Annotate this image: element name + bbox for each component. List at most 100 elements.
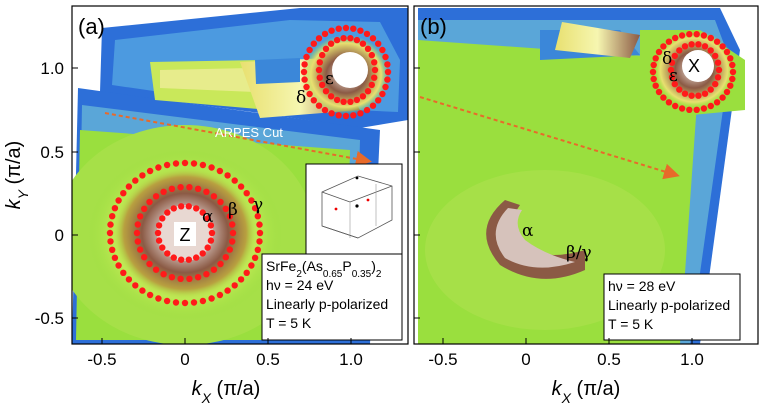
fermi-dot [111,205,119,212]
fermi-dot [155,222,163,229]
fermi-dot [237,276,245,283]
fermi-dot [686,31,693,38]
fermi-dot [321,106,329,114]
fermi-dot [203,271,210,278]
fermi-dot [712,52,719,60]
fermi-dot [254,246,261,253]
y-tick-label: 0.5 [40,143,64,162]
fermi-dot [727,82,734,89]
fermi-dot [713,99,721,106]
fermi-dot [335,25,342,32]
fermi-dot [333,96,341,104]
fermi-dot [172,299,180,306]
fermi-dot [729,68,737,76]
epsilon-label-b: ε [669,66,678,86]
fermi-dot [170,205,177,212]
fermi-dot [107,238,114,245]
fermi-dot [111,254,119,261]
panel-a-letter: (a) [78,14,105,39]
fermi-dot [665,38,673,45]
fermi-dot [109,213,116,220]
fermi-dot [650,61,657,69]
fermi-dot [379,90,386,98]
fermi-dot [359,93,367,100]
fermi-dot [164,209,171,216]
fermi-dot [217,260,224,268]
fermi-dot [707,47,714,54]
fermi-dot [719,94,726,101]
fermi-dot [357,110,364,117]
fermi-dot [186,184,193,191]
fermi-dot [327,40,335,47]
fermi-dot [178,256,185,263]
fermi-dot [256,221,263,228]
beta-label-a: β [228,200,238,220]
fermi-dot [251,205,259,212]
fermi-dot [652,82,659,89]
fermi-dot [382,53,389,61]
delta-label-b: δ [662,49,672,69]
fermi-dot [650,75,657,83]
fermi-dot [208,164,215,171]
fermi-dot [301,76,308,83]
fermi-dot [671,52,678,60]
fermi-dot [134,238,141,245]
fermi-dot [333,36,341,44]
fermi-dot [224,287,231,294]
y-tick-label: 1.0 [40,59,64,78]
fermi-dot [688,92,695,99]
compound-formula: SrFe2(As0.65P0.35)2 [266,258,382,280]
fermi-dot [146,291,154,299]
fermi-dot [676,47,683,54]
fermi-dot [655,48,663,56]
fermi-dot [316,59,323,66]
arpes-cut-arrow [104,112,372,167]
fermi-dot [335,112,342,119]
fermi-dot [141,254,148,261]
fermi-dot [154,229,162,237]
fermi-dot [667,66,675,74]
fermi-dot [671,80,678,88]
fermi-dot [371,74,378,81]
fermi-dot [340,35,347,42]
x-tick-label: 1.0 [680,350,704,369]
fermi-dot [719,43,726,50]
polarization-a: Linearly p-polarized [266,296,388,312]
fermi-dot [172,160,180,167]
fermi-dot [226,213,233,220]
photon-energy-a: hν = 24 eV [266,277,334,293]
fermi-dot [199,297,207,305]
fermi-dot [155,295,162,302]
fermi-dot [371,66,379,74]
fermi-dot [695,92,702,99]
fermi-dot [204,215,211,222]
fermi-dot [315,66,323,74]
fermi-dot [177,275,184,282]
fermi-dot [707,34,714,42]
y-tick-label: -0.5 [35,309,64,328]
fermi-dot [199,161,207,169]
fermi-dot [681,43,689,50]
fermi-dot [199,250,206,257]
fermi-dot [146,260,153,268]
fermi-dot [160,188,167,195]
fermi-dot [369,102,377,109]
fermi-dot [727,55,734,62]
photon-energy-b: hν = 28 eV [608,278,676,294]
fermi-dot [210,266,218,273]
fermi-dot [364,45,372,52]
fermi-dot [347,35,354,42]
fermi-dot [139,172,146,179]
fermi-dot [681,90,689,97]
fermi-dot [660,43,667,50]
fermi-dot [137,246,144,253]
fermi-dot [193,254,200,261]
fermi-dot [229,229,237,237]
fermi-dot [649,68,657,76]
fermi-dot [190,160,198,167]
x-tick-label: 1.0 [339,350,363,369]
fermi-dot [120,190,127,197]
fermi-dot [231,177,238,184]
fermi-dot [133,229,141,237]
